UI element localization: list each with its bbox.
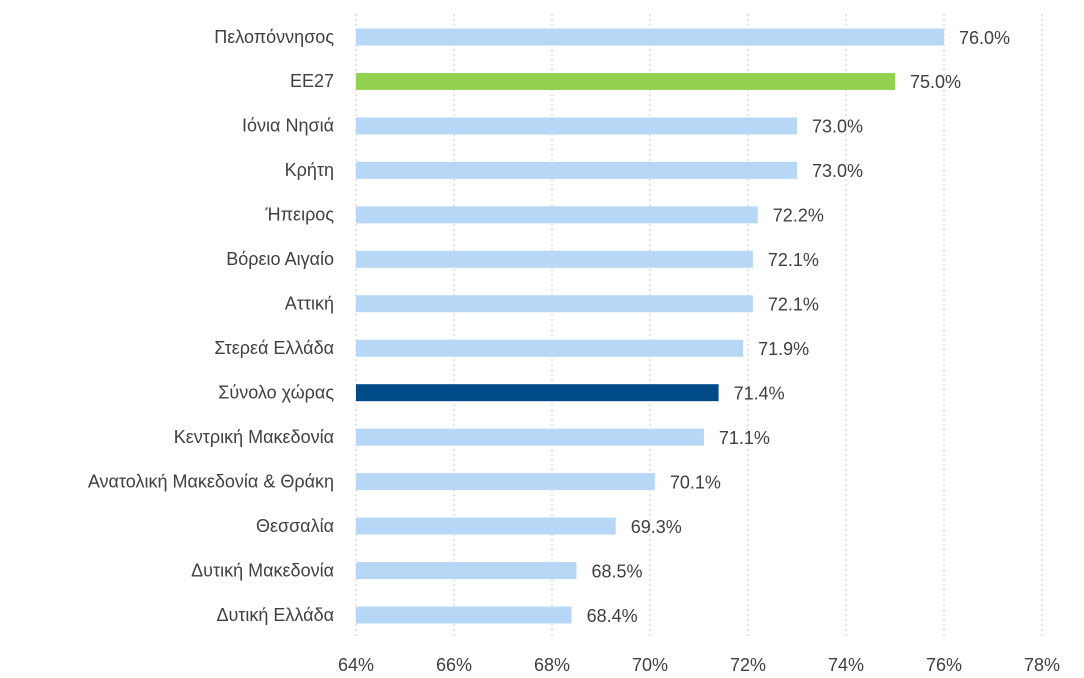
category-label: Κεντρική Μακεδονία: [174, 427, 334, 447]
category-label: Ιόνια Νησιά: [242, 116, 334, 136]
value-label: 72.1%: [768, 295, 819, 315]
value-label: 73.0%: [812, 117, 863, 137]
value-label: 72.2%: [773, 206, 824, 226]
category-label: Κρήτη: [285, 160, 334, 180]
value-label: 70.1%: [670, 472, 721, 492]
bar: [356, 250, 753, 268]
x-tick-label: 66%: [436, 655, 472, 675]
x-tick-label: 64%: [338, 655, 374, 675]
x-tick-label: 76%: [926, 655, 962, 675]
x-tick-label: 68%: [534, 655, 570, 675]
bar: [356, 339, 744, 357]
value-label: 75.0%: [910, 72, 961, 92]
x-tick-label: 78%: [1024, 655, 1060, 675]
value-label: 69.3%: [631, 517, 682, 537]
category-label: Δυτική Μακεδονία: [191, 560, 334, 580]
category-label: Αττική: [285, 294, 334, 314]
bar: [356, 161, 797, 179]
bar: [356, 428, 704, 446]
category-label: Ανατολική Μακεδονία & Θράκη: [88, 471, 334, 491]
x-tick-label: 70%: [632, 655, 668, 675]
bar: [356, 28, 944, 46]
category-label: Ήπειρος: [265, 205, 335, 225]
category-label: Στερεά Ελλάδα: [214, 338, 334, 358]
bar: [356, 117, 797, 135]
bar: [356, 206, 758, 224]
bar: [356, 562, 577, 580]
value-label: 76.0%: [959, 28, 1010, 48]
x-tick-label: 74%: [828, 655, 864, 675]
bar: [356, 517, 616, 535]
value-label: 68.5%: [592, 561, 643, 581]
bar: [356, 295, 753, 313]
value-label: 73.0%: [812, 161, 863, 181]
bar: [356, 473, 655, 491]
category-label: Βόρειο Αιγαίο: [226, 249, 334, 269]
bar: [356, 72, 895, 90]
value-label: 71.9%: [758, 339, 809, 359]
bar: [356, 384, 719, 402]
x-tick-label: 72%: [730, 655, 766, 675]
category-label: Θεσσαλία: [256, 516, 334, 536]
category-label: ΕΕ27: [290, 71, 334, 91]
category-label: Σύνολο χώρας: [218, 382, 334, 402]
value-label: 71.1%: [719, 428, 770, 448]
category-label: Δυτική Ελλάδα: [216, 605, 334, 625]
category-label: Πελοπόννησος: [214, 27, 334, 47]
value-label: 68.4%: [587, 606, 638, 626]
bar: [356, 606, 572, 624]
value-label: 72.1%: [768, 250, 819, 270]
value-label: 71.4%: [734, 383, 785, 403]
